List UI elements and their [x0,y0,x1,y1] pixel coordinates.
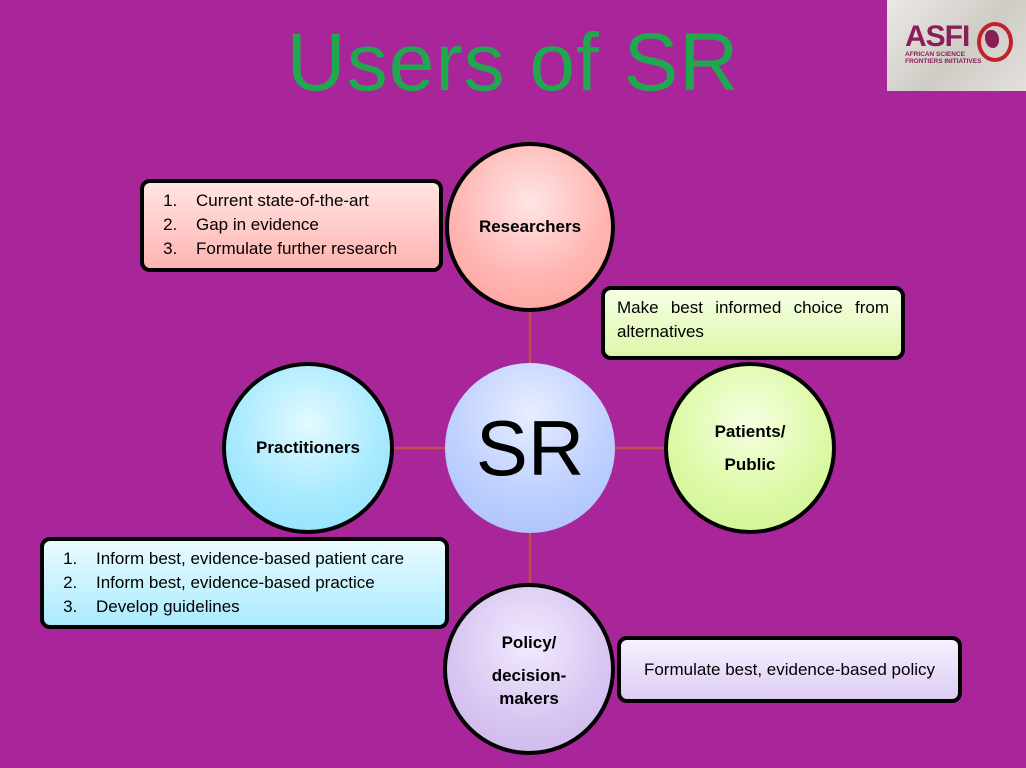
list-item: Formulate further research [182,237,427,261]
node-researchers-label: Researchers [478,217,582,236]
node-policy-line3: makers [499,689,559,708]
node-practitioners: Practitioners [222,362,394,534]
logo-name: ASFI [905,20,970,53]
list-item: Gap in evidence [182,213,427,237]
policy-uses-box: Formulate best, evidence-based policy [617,636,962,703]
patients-uses-box: Make best informed choice from alternati… [601,286,905,360]
node-policy-makers: Policy/ decision- makers [443,583,615,755]
researchers-uses-list: Current state-of-the-art Gap in evidence… [144,189,427,261]
node-policy-line2: decision- [491,666,567,685]
practitioners-uses-list: Inform best, evidence-based patient care… [44,547,433,619]
practitioners-uses-box: Inform best, evidence-based patient care… [40,537,449,629]
node-patients-public: Patients/ Public [664,362,836,534]
list-item: Inform best, evidence-based patient care [82,547,433,571]
node-practitioners-label: Practitioners [256,438,360,457]
asfi-logo: ASFI AFRICAN SCIENCE FRONTIERS INITIATIV… [887,0,1026,91]
center-node-sr: SR [445,363,615,533]
list-item: Develop guidelines [82,595,433,619]
slide-title: Users of SR [286,17,740,108]
node-researchers: Researchers [445,142,615,312]
list-item: Current state-of-the-art [182,189,427,213]
patients-uses-text: Make best informed choice from alternati… [617,298,889,341]
list-item: Inform best, evidence-based practice [82,571,433,595]
logo-ring-icon [977,22,1013,62]
node-patients-line2: Public [724,455,776,474]
africa-map-icon [985,30,999,48]
node-policy-line1: Policy/ [501,633,557,652]
logo-subtitle: AFRICAN SCIENCE FRONTIERS INITIATIVES [905,51,982,65]
center-node-label: SR [475,403,585,492]
policy-uses-text: Formulate best, evidence-based policy [643,659,936,679]
node-patients-line1: Patients/ [714,422,786,441]
researchers-uses-box: Current state-of-the-art Gap in evidence… [140,179,443,272]
